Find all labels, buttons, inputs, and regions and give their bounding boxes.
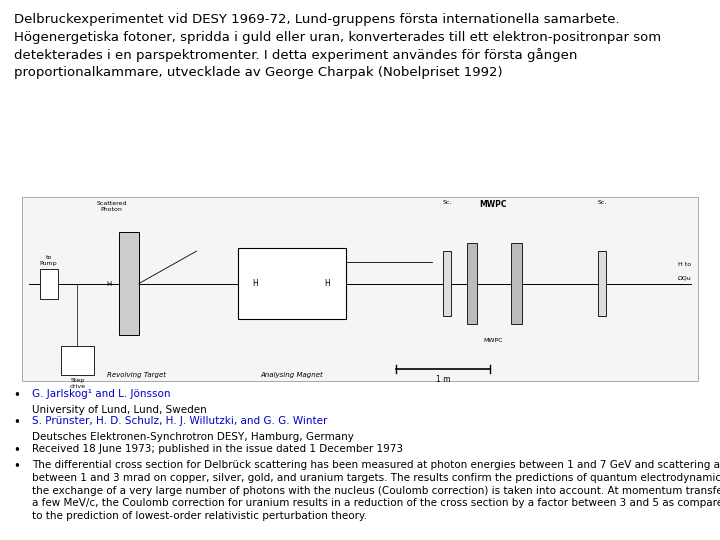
Text: MWPC: MWPC: [483, 338, 503, 342]
Text: Sc.: Sc.: [597, 200, 607, 205]
Bar: [511, 243, 522, 324]
Bar: [40, 269, 58, 299]
Bar: [238, 248, 346, 319]
Text: •: •: [13, 444, 20, 457]
Text: •: •: [13, 416, 20, 429]
Text: Scattered
Photon: Scattered Photon: [96, 201, 127, 212]
Text: H: H: [253, 279, 258, 288]
Text: S. Prünster, H. D. Schulz, H. J. Willutzki, and G. G. Winter: S. Prünster, H. D. Schulz, H. J. Willutz…: [32, 416, 328, 426]
Bar: [443, 251, 451, 316]
Bar: [61, 346, 94, 375]
Text: G. Jarlskog¹ and L. Jönsson: G. Jarlskog¹ and L. Jönsson: [32, 389, 171, 399]
Text: Sc.: Sc.: [442, 200, 452, 205]
Text: Analysing Magnet: Analysing Magnet: [260, 372, 323, 378]
Text: MWPC: MWPC: [480, 200, 507, 209]
Text: University of Lund, Lund, Sweden: University of Lund, Lund, Sweden: [32, 405, 207, 415]
Text: Deutsches Elektronen-Synchrotron DESY, Hamburg, Germany: Deutsches Elektronen-Synchrotron DESY, H…: [32, 432, 354, 442]
Bar: [467, 243, 477, 324]
Text: H: H: [325, 279, 330, 288]
Text: 1 m: 1 m: [436, 375, 450, 384]
Bar: [119, 232, 139, 335]
Text: Delbruckexperimentet vid DESY 1969-72, Lund-gruppens första internationella sama: Delbruckexperimentet vid DESY 1969-72, L…: [14, 14, 662, 79]
Text: Step
drive: Step drive: [69, 378, 86, 389]
Text: H to: H to: [678, 262, 691, 267]
Bar: [22, 197, 698, 381]
Text: •: •: [13, 389, 20, 402]
Text: The differential cross section for Delbrück scattering has been measured at phot: The differential cross section for Delbr…: [32, 460, 720, 521]
Text: ΩQu: ΩQu: [678, 275, 691, 281]
Text: Received 18 June 1973; published in the issue dated 1 December 1973: Received 18 June 1973; published in the …: [32, 444, 403, 454]
Bar: [598, 251, 606, 316]
Text: •: •: [13, 460, 20, 473]
Text: to
Pump: to Pump: [40, 255, 58, 266]
Text: H: H: [107, 280, 112, 287]
Text: Revolving Target: Revolving Target: [107, 372, 166, 378]
